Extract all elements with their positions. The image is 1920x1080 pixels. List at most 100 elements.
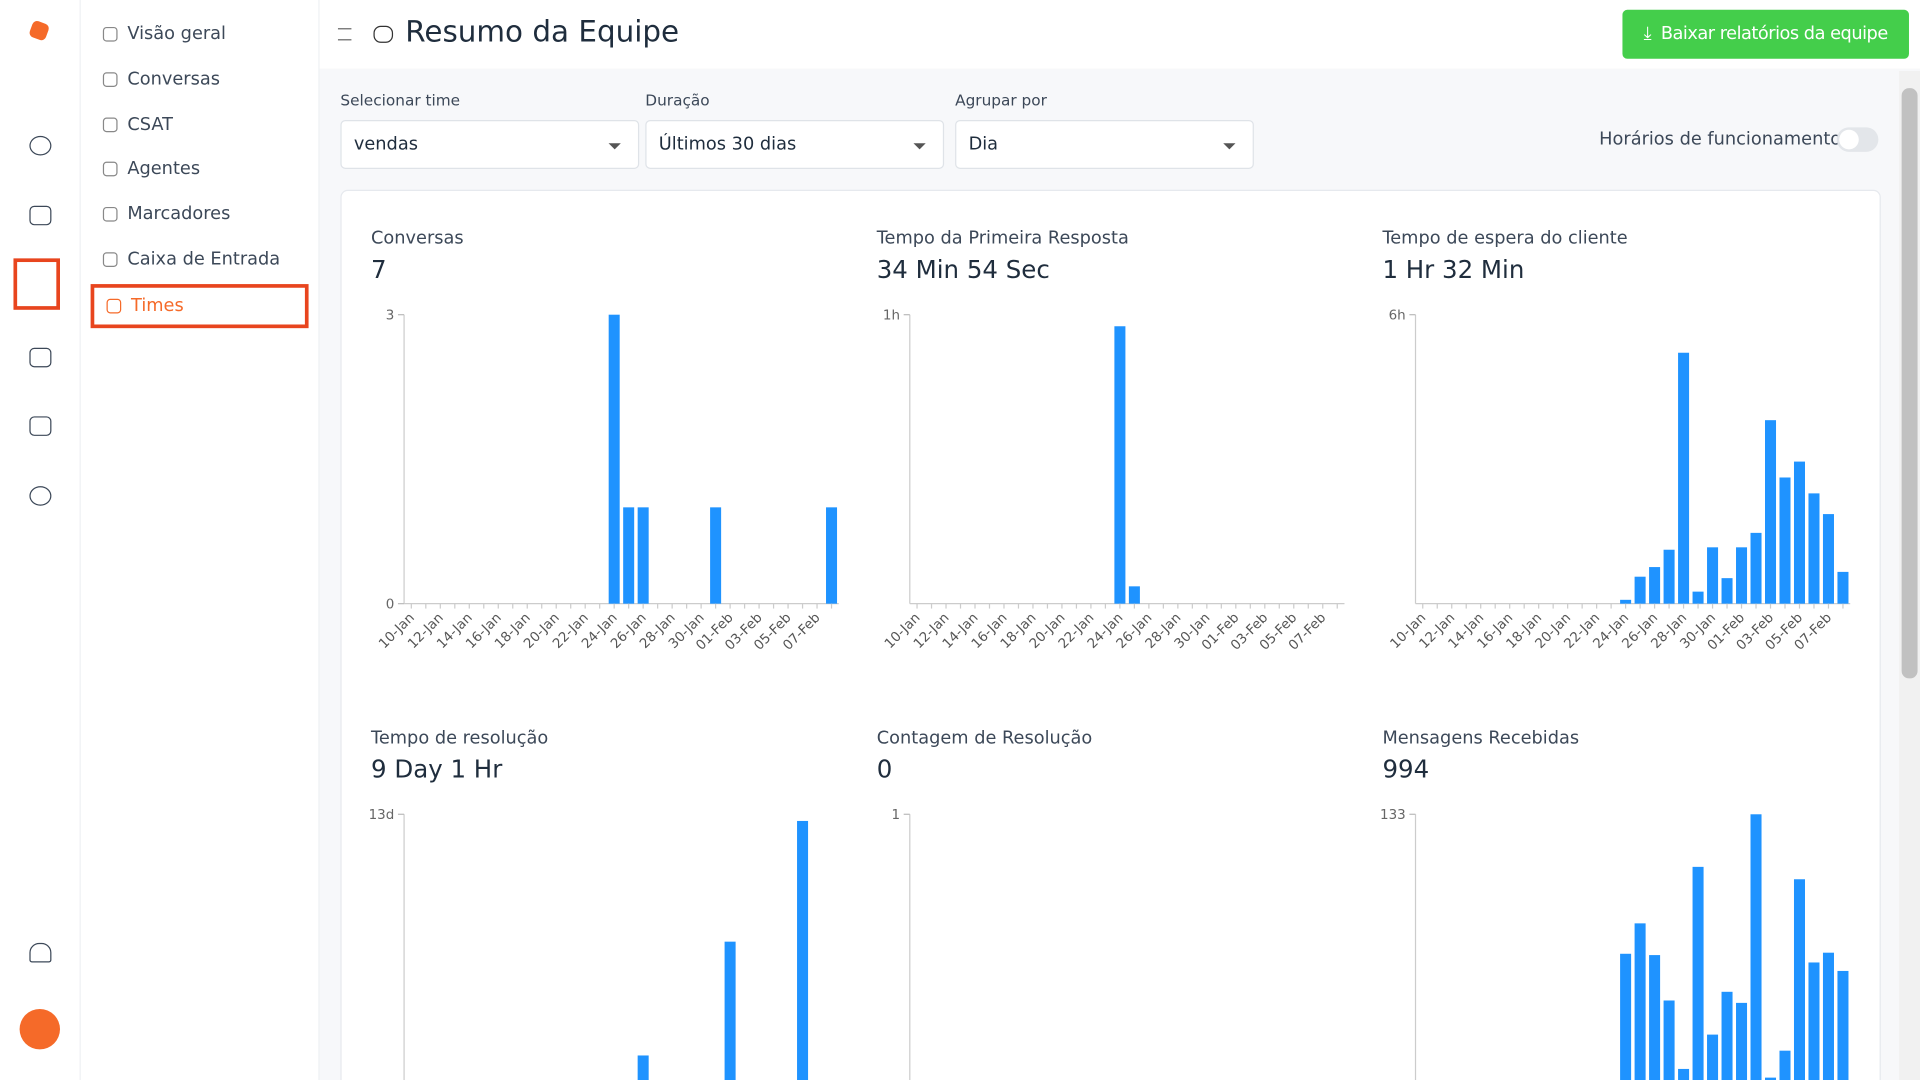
filter-select[interactable]: vendas	[340, 120, 640, 169]
page-title: Resumo da Equipe	[405, 14, 680, 49]
nav-icon	[102, 71, 118, 87]
nav-item[interactable]: Caixa de Entrada	[91, 240, 309, 279]
nav-item[interactable]: Conversas	[91, 60, 309, 99]
icon-rail	[0, 0, 81, 1080]
bar	[1765, 420, 1777, 604]
download-icon: ⤓	[1643, 24, 1652, 45]
menu-icon[interactable]	[337, 28, 352, 41]
avatar[interactable]	[19, 1008, 61, 1050]
y-tick-label: 1h	[883, 309, 900, 324]
bar	[1678, 1068, 1690, 1080]
y-tick-label: 13d	[369, 808, 395, 823]
bar	[1663, 1000, 1675, 1080]
bar	[1707, 547, 1719, 604]
nav-item[interactable]: Visão geral	[91, 15, 309, 54]
nav-icon	[102, 252, 118, 267]
bar	[1779, 477, 1791, 604]
nav-label: Times	[131, 296, 184, 316]
notifications-icon[interactable]	[29, 942, 52, 963]
chart-title: Tempo da Primeira Resposta	[876, 229, 1129, 249]
nav-label: CSAT	[127, 114, 173, 135]
chart-total: 34 Min 54 Sec	[877, 255, 1050, 284]
chart-total: 7	[371, 255, 387, 284]
nav-label: Visão geral	[127, 24, 226, 45]
chart-title: Tempo de resolução	[370, 728, 548, 748]
bar	[1663, 549, 1675, 604]
bar	[1649, 567, 1661, 604]
nav-item[interactable]: Agentes	[91, 150, 309, 189]
bar	[1128, 586, 1140, 604]
settings-icon[interactable]	[29, 486, 52, 506]
bar	[1114, 326, 1126, 604]
header: Resumo da Equipe ⤓ Baixar relatórios da e…	[319, 0, 1920, 69]
campaigns-icon[interactable]	[29, 347, 52, 368]
chart-total: 1 Hr 32 Min	[1382, 255, 1524, 284]
bar	[1808, 962, 1820, 1080]
chart-total: 9 Day 1 Hr	[371, 755, 503, 784]
bar	[623, 507, 635, 604]
bar	[637, 507, 649, 604]
nav-icon	[106, 298, 122, 314]
nav-item[interactable]: CSAT	[91, 105, 309, 144]
bar	[1692, 591, 1704, 604]
contacts-icon[interactable]	[29, 205, 52, 226]
chart-title: Contagem de Resolução	[877, 728, 1093, 748]
bar	[1837, 970, 1849, 1080]
nav-icon	[102, 26, 118, 42]
bar	[1620, 953, 1632, 1080]
filter-select[interactable]: Últimos 30 dias	[645, 120, 945, 169]
toggle-label: Horários de funcionamento	[1599, 129, 1842, 150]
nav-icon	[102, 207, 118, 222]
toggle[interactable]	[1836, 127, 1879, 152]
nav-icon	[102, 162, 118, 177]
bar	[1736, 1002, 1748, 1080]
bar	[1634, 923, 1646, 1080]
chart-title: Mensagens Recebidas	[1382, 728, 1579, 748]
chart-title: Tempo de espera do cliente	[1381, 229, 1627, 249]
reports-icon[interactable]	[13, 258, 61, 310]
chart-title: Conversas	[371, 229, 464, 249]
y-tick-label: 6h	[1389, 309, 1406, 324]
bar	[1750, 532, 1762, 604]
nav-label: Marcadores	[127, 204, 231, 225]
bar	[608, 314, 620, 604]
reports-sidebar: Visão geral Conversas CSAT Agentes Marcadore…	[80, 0, 320, 1080]
bar	[710, 507, 722, 604]
y-tick-label: 133	[1380, 808, 1406, 823]
filter-select[interactable]: Dia	[955, 120, 1254, 169]
charts-card	[340, 189, 1881, 1080]
chart-total: 0	[877, 755, 893, 784]
bar	[797, 820, 809, 1080]
bar	[637, 1055, 649, 1080]
bar	[1808, 493, 1820, 604]
bar	[1649, 955, 1661, 1080]
y-tick-label: 1	[891, 808, 900, 823]
bar	[1721, 991, 1733, 1080]
conversations-icon[interactable]	[29, 135, 52, 156]
nav-label: Caixa de Entrada	[127, 249, 281, 270]
library-icon[interactable]	[29, 416, 52, 436]
bar	[1707, 1034, 1719, 1080]
bar	[1620, 599, 1632, 604]
nav-label: Agentes	[127, 159, 201, 180]
team-icon	[373, 25, 394, 43]
bar	[1736, 547, 1748, 604]
y-tick-label: 3	[386, 309, 395, 324]
bar	[724, 941, 736, 1080]
bar	[1837, 571, 1849, 604]
bar	[1634, 576, 1646, 604]
bar	[1750, 814, 1762, 1080]
bar	[1779, 1050, 1791, 1080]
bar	[1822, 514, 1834, 604]
nav-label: Conversas	[127, 69, 220, 90]
bar	[1692, 866, 1704, 1080]
nav-icon	[102, 117, 118, 132]
nav-item[interactable]: Times	[90, 283, 309, 328]
bar	[1793, 461, 1806, 604]
nav-item[interactable]: Marcadores	[91, 195, 309, 234]
bar	[1822, 952, 1834, 1080]
download-button[interactable]: ⤓ Baixar relatórios da equipe	[1622, 9, 1909, 59]
